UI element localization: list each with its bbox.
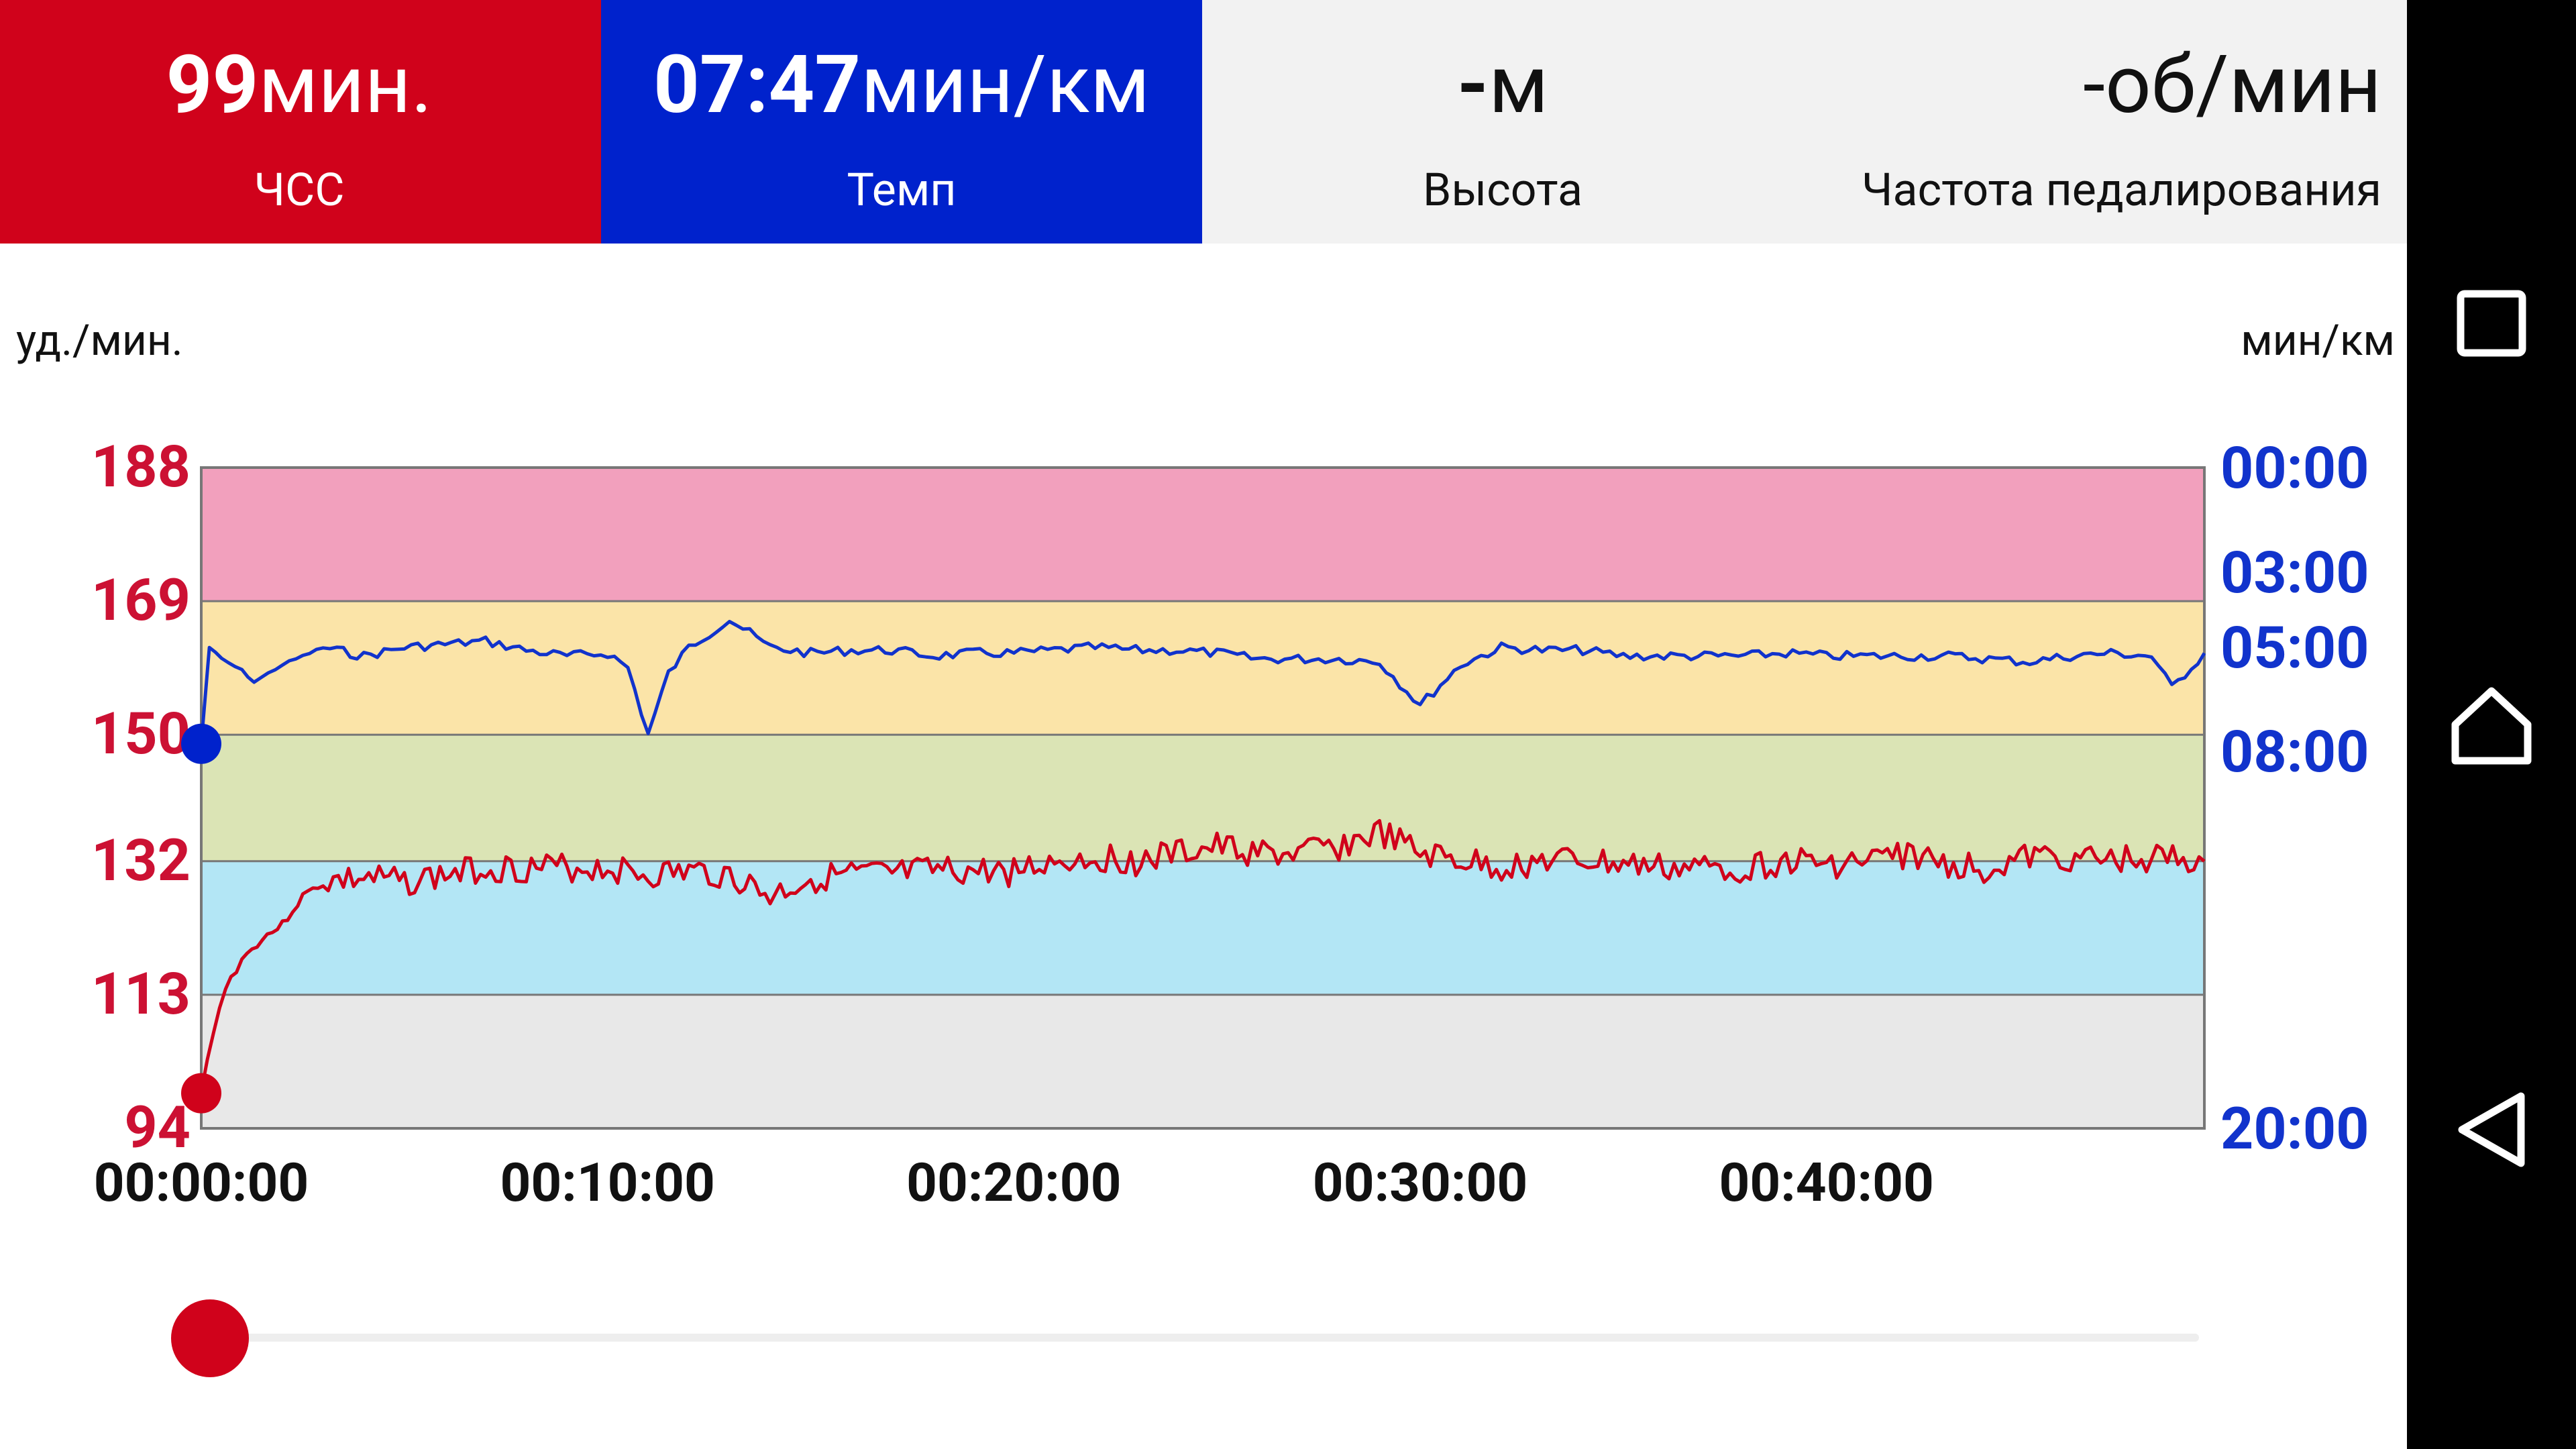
hr-zone-band-2 xyxy=(201,861,2204,995)
heart-rate-value: 99мин. xyxy=(166,38,433,132)
altitude-tile[interactable]: -м Высота xyxy=(1202,0,1803,244)
system-nav-bar xyxy=(2407,0,2576,1449)
right-axis-tick-label: 00:00 xyxy=(2220,434,2369,502)
left-axis-tick-label: 150 xyxy=(91,700,191,767)
pace-line xyxy=(199,620,2206,745)
right-axis-tick-label: 05:00 xyxy=(2220,614,2369,682)
x-axis-tick-label: 00:30:00 xyxy=(1313,1151,1527,1214)
hr-pace-chart[interactable]: 188 169 150 132 113 94 00:00 03:00 05:00 08:00 20:… xyxy=(0,0,2407,1275)
pace-label: Темп xyxy=(847,163,957,217)
x-axis-tick-label: 00:00:00 xyxy=(94,1151,309,1214)
left-axis-tick-label: 188 xyxy=(91,433,191,500)
cadence-value: -об/мин xyxy=(2083,38,2381,132)
app-screen: 99мин. ЧСС 07:47мин/км Темп -м Высота -о… xyxy=(0,0,2407,1377)
x-axis-tick-label: 00:40:00 xyxy=(1719,1151,1933,1214)
left-axis-unit: уд./мин. xyxy=(16,315,183,366)
recent-apps-icon[interactable] xyxy=(2449,282,2534,368)
left-axis-tick-label: 169 xyxy=(91,566,191,634)
pace-tile[interactable]: 07:47мин/км Темп xyxy=(601,0,1202,244)
right-axis-tick-label: 03:00 xyxy=(2220,539,2369,606)
hr-zone-band-1 xyxy=(201,994,2204,1128)
left-axis-tick-label: 113 xyxy=(91,960,191,1028)
right-axis-unit: мин/км xyxy=(2241,315,2395,366)
plot-frame xyxy=(200,466,2206,1130)
heart-rate-tile[interactable]: 99мин. ЧСС xyxy=(0,0,601,244)
back-icon[interactable] xyxy=(2449,1087,2534,1173)
cadence-label: Частота педалирования xyxy=(1861,163,2381,217)
hr-zone-band-5 xyxy=(201,468,2204,602)
heart-rate-marker xyxy=(181,1073,221,1114)
cadence-tile[interactable]: -об/мин Частота педалирования xyxy=(1803,0,2407,244)
right-axis-tick-label: 08:00 xyxy=(2220,718,2369,786)
timeline-slider-track[interactable] xyxy=(210,1334,2199,1342)
metric-tiles: 99мин. ЧСС 07:47мин/км Темп -м Высота -о… xyxy=(0,0,2407,244)
timeline-slider-thumb[interactable] xyxy=(171,1299,249,1377)
right-axis-tick-label: 20:00 xyxy=(2220,1095,2369,1163)
pace-marker xyxy=(181,723,221,764)
x-axis-tick-label: 00:20:00 xyxy=(906,1151,1121,1214)
home-icon[interactable] xyxy=(2449,683,2534,769)
altitude-label: Высота xyxy=(1423,163,1582,217)
heart-rate-label: ЧСС xyxy=(254,163,345,217)
pace-value: 07:47мин/км xyxy=(653,38,1150,132)
x-axis-tick-label: 00:10:00 xyxy=(500,1151,714,1214)
left-axis-tick-label: 94 xyxy=(124,1093,191,1161)
hr-zone-band-4 xyxy=(201,601,2204,735)
left-axis-tick-label: 132 xyxy=(91,826,191,894)
heart-rate-line xyxy=(199,818,2206,1093)
altitude-value: -м xyxy=(1456,38,1549,132)
hr-zone-band-3 xyxy=(201,735,2204,861)
